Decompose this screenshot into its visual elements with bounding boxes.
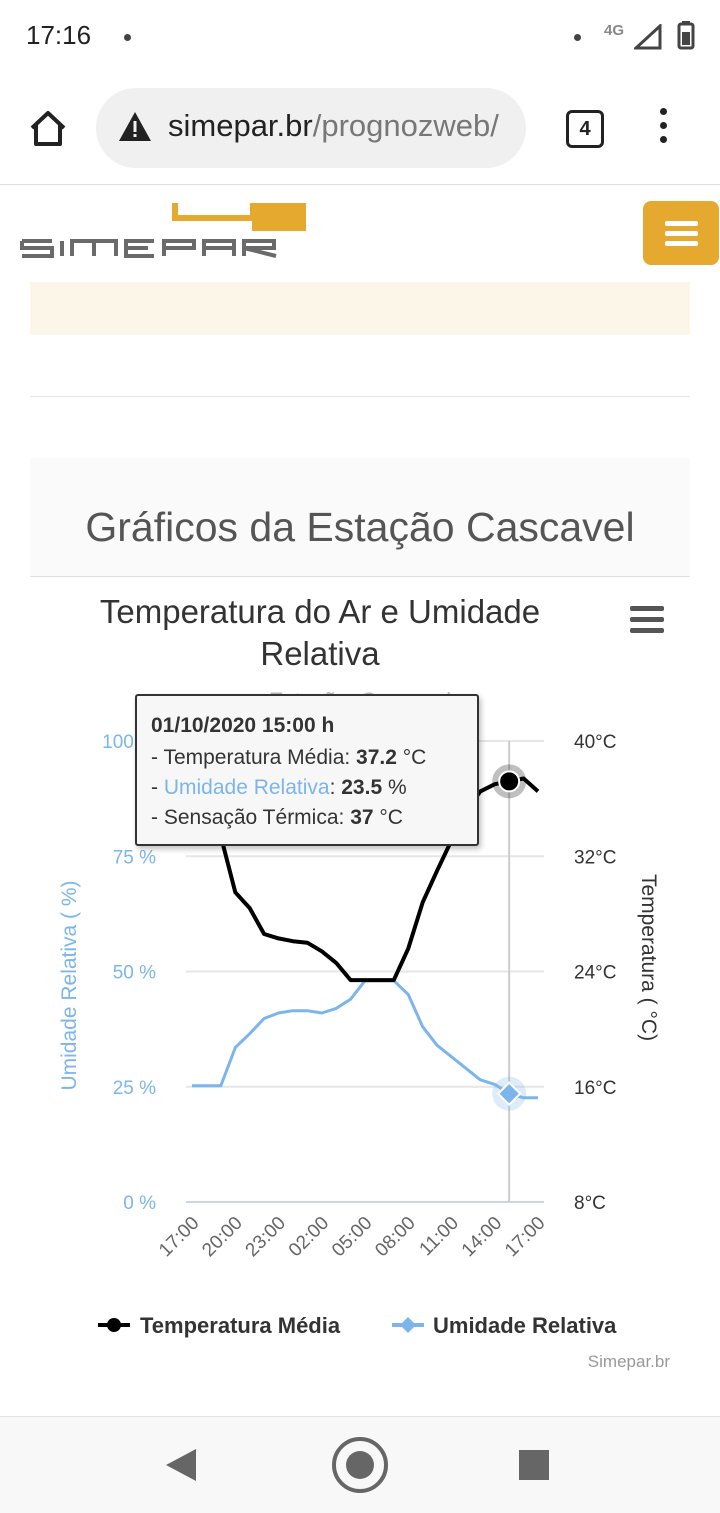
back-icon[interactable] — [164, 1447, 198, 1483]
left-axis-tick: 50 % — [113, 963, 156, 984]
battery-icon — [677, 21, 695, 50]
url-text[interactable]: simepar.br/prognozweb/ — [168, 108, 499, 144]
legend-humidity-label: Umidade Relativa — [433, 1313, 617, 1338]
notice-banner — [30, 282, 690, 335]
legend-temperature-marker — [107, 1318, 121, 1332]
recents-icon[interactable] — [518, 1449, 550, 1481]
chart-menu-icon[interactable] — [630, 606, 666, 636]
right-axis-label: Temperatura ( °C) — [637, 874, 660, 1041]
chart-title-line-2: Relativa — [260, 635, 380, 672]
x-axis-tick: 08:00 — [371, 1213, 419, 1261]
x-axis-tick: 11:00 — [416, 1213, 463, 1260]
x-axis-tick: 23:00 — [242, 1213, 290, 1261]
x-axis-tick: 02:00 — [285, 1213, 333, 1261]
tooltip-feels-like: - Sensação Térmica: 37 °C — [151, 806, 403, 829]
chart-title-line-1: Temperatura do Ar e Umidade — [100, 593, 540, 630]
left-axis-tick: 75 % — [113, 847, 156, 868]
signal-icon — [634, 24, 662, 50]
temperature-series-line — [190, 776, 540, 983]
x-axis-tick: 14:00 — [458, 1213, 506, 1261]
tooltip-temperature: - Temperatura Média: 37.2 °C — [151, 746, 427, 769]
left-axis-tick: 25 % — [113, 1078, 156, 1099]
right-axis-tick: 24°C — [574, 963, 616, 984]
chart-container: Temperatura do Ar e UmidadeRelativaEstaç… — [30, 580, 690, 1390]
legend-humidity-marker — [400, 1317, 416, 1333]
right-axis-tick: 8°C — [574, 1193, 606, 1214]
temperature-point-marker — [498, 770, 521, 793]
url-path: /prognozweb/ — [312, 108, 499, 143]
home-nav-icon[interactable] — [330, 1435, 390, 1495]
tab-switcher-button[interactable]: 4 — [566, 110, 604, 148]
system-nav-bar — [0, 1416, 720, 1513]
x-axis-tick: 17:00 — [501, 1213, 549, 1261]
left-axis-label: Umidade Relativa ( %) — [58, 880, 81, 1090]
status-bar: 17:16 4G — [0, 0, 720, 76]
tooltip-humidity: - Umidade Relativa: 23.5 % — [151, 776, 407, 799]
network-type: 4G — [604, 22, 625, 39]
page-title: Gráficos da Estação Cascavel — [85, 504, 635, 550]
x-axis-tick: 20:00 — [198, 1213, 246, 1261]
notification-dot-icon — [124, 34, 131, 41]
browser-toolbar: simepar.br/prognozweb/ 4 — [0, 76, 720, 185]
x-axis-tick: 17:00 — [155, 1213, 203, 1261]
warning-icon[interactable] — [118, 110, 152, 144]
tooltip-title: 01/10/2020 15:00 h — [151, 714, 335, 737]
url-host: simepar.br — [168, 108, 313, 143]
right-axis-tick: 32°C — [574, 847, 616, 868]
legend-temperature-label: Temperatura Média — [140, 1313, 341, 1338]
x-axis-tick: 05:00 — [328, 1213, 376, 1261]
browser-menu-icon[interactable] — [656, 108, 670, 152]
humidity-point-marker — [496, 1081, 522, 1107]
humidity-series-line — [192, 979, 538, 1100]
site-header — [0, 185, 720, 275]
status-dot-icon — [574, 34, 581, 41]
status-time: 17:16 — [26, 20, 92, 50]
chart-credits: Simepar.br — [588, 1352, 671, 1371]
left-axis-tick: 0 % — [123, 1193, 156, 1214]
simepar-logo[interactable] — [20, 203, 310, 265]
site-menu-button[interactable] — [643, 201, 719, 265]
right-axis-tick: 40°C — [574, 732, 616, 753]
right-axis-tick: 16°C — [574, 1078, 616, 1099]
url-bar[interactable]: simepar.br/prognozweb/ — [96, 88, 526, 168]
chart-tooltip: 01/10/2020 15:00 h - Temperatura Média: … — [135, 694, 479, 846]
section-header: Gráficos da Estação Cascavel — [30, 458, 690, 577]
home-icon[interactable] — [26, 106, 70, 150]
divider — [30, 396, 690, 397]
